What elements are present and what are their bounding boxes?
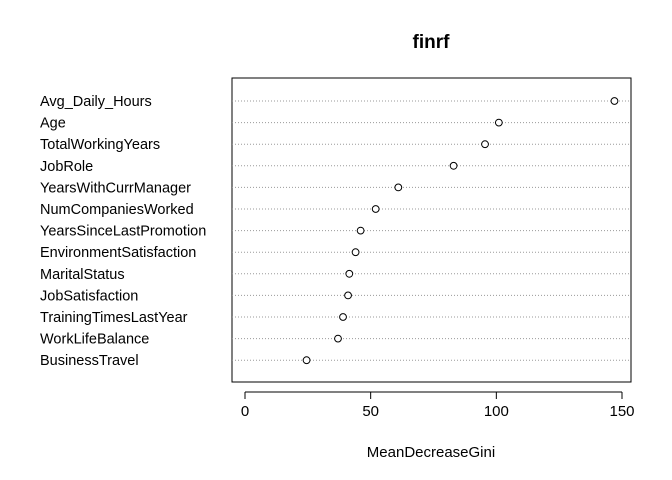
data-point	[610, 97, 619, 105]
category-label: Age	[40, 116, 66, 132]
data-point	[351, 248, 360, 257]
category-label: JobSatisfaction	[40, 288, 138, 304]
x-tick-label: 150	[609, 403, 634, 420]
data-point	[356, 226, 365, 235]
data-point	[344, 291, 352, 300]
data-point	[394, 183, 403, 192]
category-label: JobRole	[40, 159, 93, 175]
category-label: YearsWithCurrManager	[40, 180, 191, 196]
x-tick-label: 50	[362, 403, 379, 420]
data-point	[449, 161, 458, 170]
category-label: TotalWorkingYears	[40, 137, 160, 153]
category-label: YearsSinceLastPromotion	[40, 224, 206, 240]
data-point	[302, 356, 311, 365]
x-tick-label: 100	[484, 403, 509, 420]
data-point	[345, 269, 354, 278]
x-tick-label: 0	[241, 403, 249, 420]
category-label: Avg_Daily_Hours	[40, 94, 152, 110]
category-label: EnvironmentSatisfaction	[40, 245, 196, 261]
data-point	[494, 118, 503, 127]
data-point	[339, 313, 347, 321]
category-label: MaritalStatus	[40, 267, 125, 283]
chart-title: finrf	[413, 32, 451, 53]
category-labels: Avg_Daily_Hours Age TotalWorkingYears JobRo…	[40, 94, 206, 369]
category-label: NumCompaniesWorked	[40, 202, 194, 218]
data-points	[302, 97, 619, 365]
grid-lines	[232, 100, 631, 361]
category-label: TrainingTimesLastYear	[40, 310, 188, 326]
x-axis: 0 50 100 150	[241, 391, 635, 420]
data-point	[334, 334, 342, 343]
data-point	[481, 140, 489, 149]
category-label: WorkLifeBalance	[40, 332, 149, 348]
category-label: BusinessTravel	[40, 353, 139, 369]
data-point	[371, 205, 380, 213]
x-axis-label: MeanDecreaseGini	[367, 444, 495, 461]
plot-frame	[231, 77, 632, 383]
